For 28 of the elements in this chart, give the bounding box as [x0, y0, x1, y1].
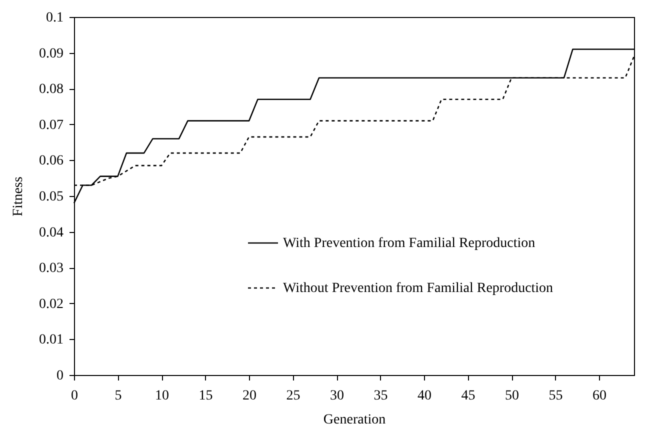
- x-tick-label: 5: [114, 388, 122, 404]
- y-axis-title: Fitness: [11, 176, 26, 216]
- x-tick-label: 50: [505, 388, 519, 404]
- y-tick-label: 0.07: [39, 118, 64, 133]
- y-tick-label: 0.01: [39, 332, 64, 348]
- y-tick-label: 0.05: [39, 190, 64, 204]
- x-tick-label: 60: [592, 388, 606, 404]
- legend-label: With Prevention from Familial Reproduction: [283, 236, 536, 251]
- x-tick-label: 20: [242, 388, 256, 404]
- x-tick-label: 35: [374, 388, 388, 404]
- x-axis-title: Generation: [323, 412, 386, 428]
- x-tick-label: 0: [71, 388, 78, 404]
- x-tick-label: 45: [461, 388, 476, 404]
- y-tick-label: 0.06: [39, 154, 64, 169]
- x-tick-label: 25: [286, 388, 300, 404]
- y-tick-label: 0.04: [39, 225, 64, 240]
- y-tick-label: 0: [56, 368, 64, 384]
- y-tick-label: 0.03: [39, 261, 64, 276]
- legend-label: Without Prevention from Familial Reproduction: [283, 281, 554, 296]
- x-tick-label: 10: [155, 388, 169, 404]
- x-tick-label: 15: [198, 388, 213, 404]
- x-tick-label: 55: [548, 388, 563, 404]
- y-tick-label: 0.09: [39, 46, 64, 62]
- x-tick-label: 40: [418, 388, 432, 404]
- x-tick-label: 30: [330, 388, 344, 404]
- y-tick-label: 0.1: [46, 10, 64, 26]
- y-tick-label: 0.02: [39, 296, 64, 312]
- y-tick-label: 0.08: [39, 82, 64, 98]
